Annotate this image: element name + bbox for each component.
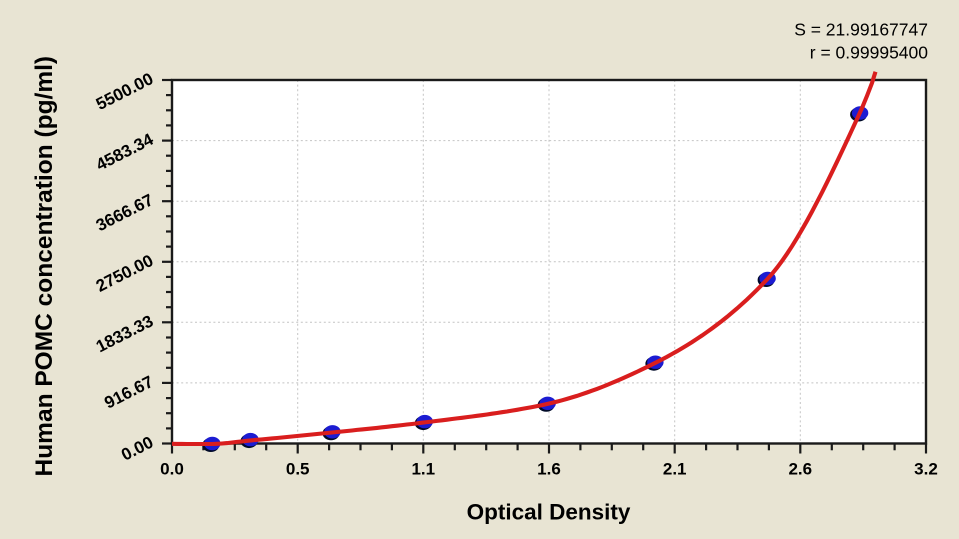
svg-text:0.0: 0.0 xyxy=(160,460,184,479)
svg-text:1.6: 1.6 xyxy=(537,460,561,479)
svg-text:2.1: 2.1 xyxy=(663,460,687,479)
svg-text:r = 0.99995400: r = 0.99995400 xyxy=(810,43,928,63)
svg-text:Human POMC concentration (pg/m: Human POMC concentration (pg/ml) xyxy=(31,56,58,477)
svg-text:1.1: 1.1 xyxy=(411,460,435,479)
svg-text:2.6: 2.6 xyxy=(788,460,812,479)
svg-text:S = 21.99167747: S = 21.99167747 xyxy=(794,20,928,40)
svg-text:3.2: 3.2 xyxy=(914,460,938,479)
svg-text:Optical Density: Optical Density xyxy=(467,500,631,525)
svg-text:0.5: 0.5 xyxy=(286,460,310,479)
